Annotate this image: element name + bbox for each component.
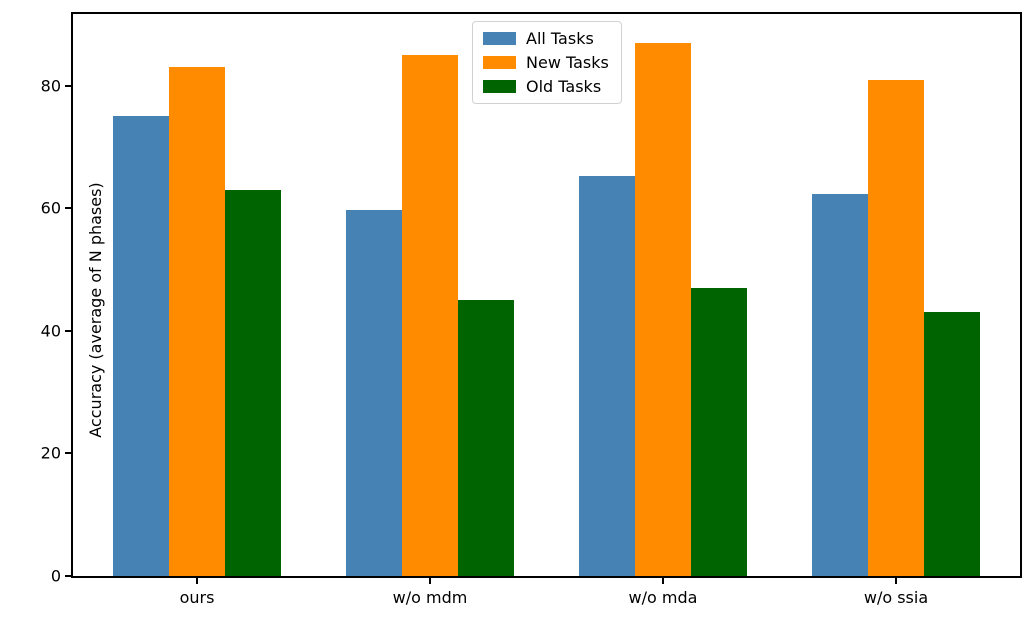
x-tick-mark — [662, 578, 664, 584]
x-tick-label: w/o mda — [628, 588, 698, 607]
bar-w-o-ssia-old-tasks — [924, 312, 980, 576]
legend-label: All Tasks — [526, 29, 594, 48]
bar-ours-old-tasks — [225, 190, 281, 576]
bar-w-o-ssia-new-tasks — [868, 80, 924, 576]
legend-swatch-icon — [483, 80, 516, 93]
y-tick-mark — [65, 452, 71, 455]
bar-w-o-mdm-new-tasks — [402, 55, 458, 576]
plot-area: 0 20 40 60 80 ours w/o mdm w/o mda w/o ssia All… — [41, 12, 1022, 607]
y-tick-mark — [65, 329, 71, 332]
x-tick-mark — [429, 578, 431, 584]
x-tick-mark — [196, 578, 198, 584]
x-tick-label: w/o mdm — [392, 588, 468, 607]
x-tick-label: w/o ssia — [863, 588, 929, 607]
bar-w-o-mdm-all-tasks — [346, 210, 402, 576]
x-tick-label: ours — [179, 588, 215, 607]
y-tick-label: 0 — [50, 566, 61, 586]
y-tick-label: 80 — [40, 76, 61, 96]
legend-item: Old Tasks — [483, 77, 609, 96]
legend-swatch-icon — [483, 56, 516, 69]
y-tick-label: 60 — [40, 198, 61, 218]
x-tick-mark — [895, 578, 897, 584]
legend: All Tasks New Tasks Old Tasks — [472, 21, 622, 104]
bar-w-o-mdm-old-tasks — [458, 300, 514, 576]
y-tick-mark — [65, 84, 71, 87]
bar-ours-all-tasks — [113, 116, 169, 576]
legend-item: All Tasks — [483, 29, 609, 48]
bar-w-o-mda-all-tasks — [579, 176, 635, 576]
bar-w-o-mda-new-tasks — [635, 43, 691, 576]
y-tick-mark — [65, 575, 71, 577]
y-tick-mark — [65, 207, 71, 210]
bar-ours-new-tasks — [169, 67, 225, 576]
y-tick-label: 20 — [40, 443, 61, 463]
legend-label: Old Tasks — [526, 77, 602, 96]
bar-w-o-ssia-all-tasks — [812, 194, 868, 576]
y-axis-label: Accuracy (average of N phases) — [86, 182, 105, 438]
legend-item: New Tasks — [483, 53, 609, 72]
y-tick-label: 40 — [40, 321, 61, 341]
legend-swatch-icon — [483, 32, 516, 45]
bar-w-o-mda-old-tasks — [691, 288, 747, 576]
legend-label: New Tasks — [526, 53, 609, 72]
